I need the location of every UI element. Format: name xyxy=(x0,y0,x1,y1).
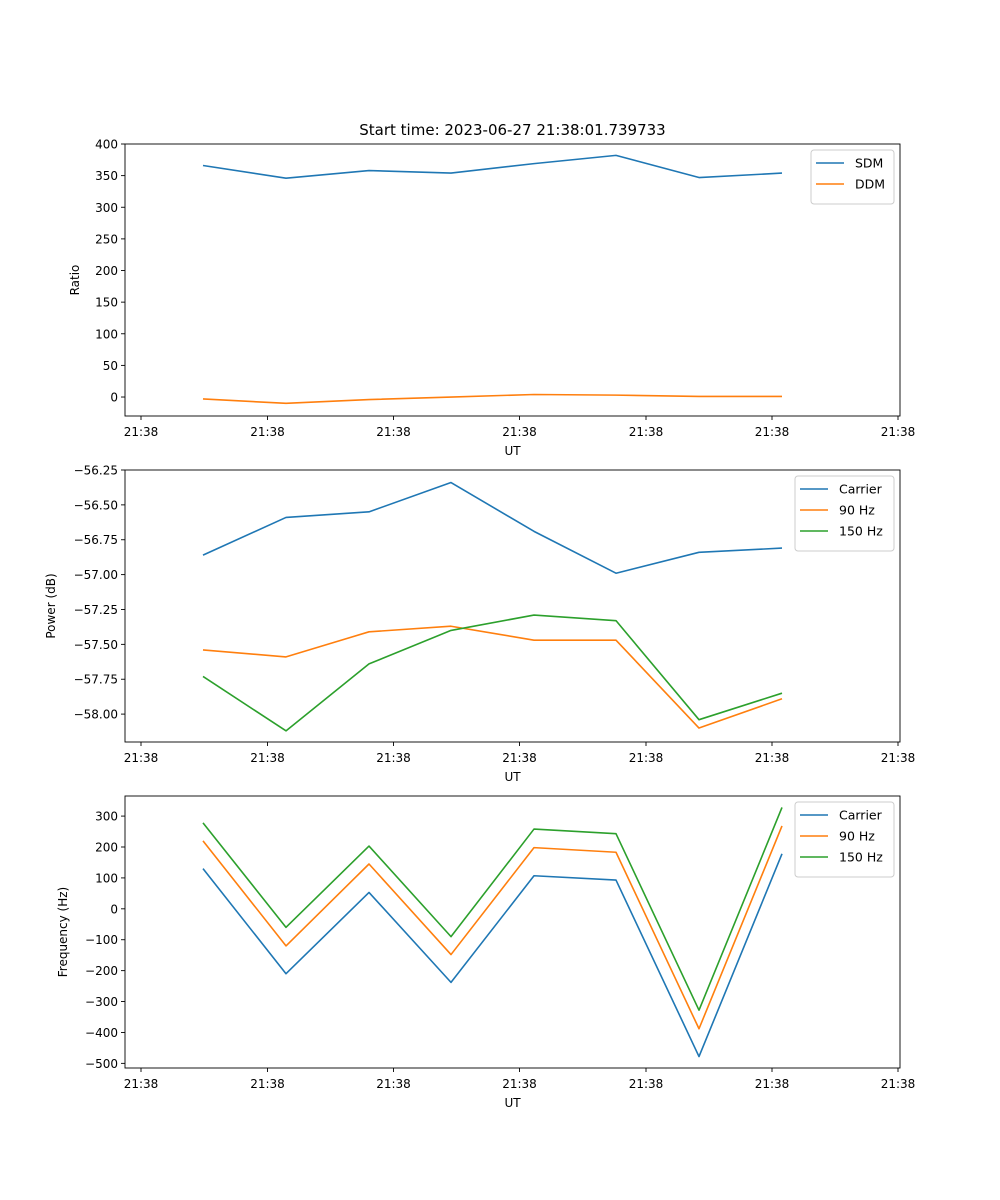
x-tick-label: 21:38 xyxy=(376,1077,411,1091)
y-tick-label: 0 xyxy=(110,391,118,405)
y-tick-label: −400 xyxy=(85,1026,118,1040)
axes-frame xyxy=(124,795,901,1069)
y-tick-label: −56.25 xyxy=(74,464,118,478)
series-line-carrier xyxy=(202,481,783,575)
x-tick-label: 21:38 xyxy=(376,751,411,765)
y-tick-label: −57.00 xyxy=(74,568,118,582)
y-tick-label: −300 xyxy=(85,995,118,1009)
legend-label: Carrier xyxy=(839,482,883,497)
x-tick-label: 21:38 xyxy=(124,425,159,439)
series-line-90-hz xyxy=(202,625,783,729)
series-line-sdm xyxy=(202,154,783,179)
y-tick-label: −56.75 xyxy=(74,533,118,547)
legend-box xyxy=(794,475,895,552)
series-line-150-hz xyxy=(202,614,783,732)
x-tick-label: 21:38 xyxy=(376,425,411,439)
y-axis-label: Frequency (Hz) xyxy=(56,887,70,978)
ratio-panel: 21:38 21:38 21:38 21:38 21:38 21:38 21:38 0 50 10… xyxy=(68,138,915,459)
x-tick-label: 21:38 xyxy=(250,1077,285,1091)
legend-label: 150 Hz xyxy=(839,850,883,865)
x-tick-label: 21:38 xyxy=(755,751,790,765)
series-line-150-hz xyxy=(202,807,783,1012)
y-tick-label: −57.25 xyxy=(74,603,118,617)
x-tick-label: 21:38 xyxy=(502,425,537,439)
y-tick-label: 100 xyxy=(95,871,118,885)
x-axis-label: UT xyxy=(504,444,521,458)
axes-frame xyxy=(124,143,901,417)
legend-label: DDM xyxy=(855,177,885,192)
y-tick-label: 100 xyxy=(95,327,118,341)
y-tick-label: −200 xyxy=(85,964,118,978)
x-tick-label: 21:38 xyxy=(881,425,916,439)
series-line-ddm xyxy=(202,393,782,405)
x-tick-label: 21:38 xyxy=(124,1077,159,1091)
y-tick-label: −500 xyxy=(85,1057,118,1071)
y-tick-label: −100 xyxy=(85,933,118,947)
x-tick-label: 21:38 xyxy=(755,1077,790,1091)
series-line-carrier xyxy=(202,853,783,1058)
y-axis-label: Power (dB) xyxy=(44,573,58,638)
y-tick-label: −57.75 xyxy=(74,673,118,687)
x-tick-label: 21:38 xyxy=(755,425,790,439)
legend-label: 90 Hz xyxy=(839,503,875,518)
legend-label: 150 Hz xyxy=(839,524,883,539)
y-tick-label: 250 xyxy=(95,232,118,246)
x-tick-label: 21:38 xyxy=(881,1077,916,1091)
x-tick-label: 21:38 xyxy=(881,751,916,765)
y-tick-label: 50 xyxy=(103,359,118,373)
y-tick-label: 0 xyxy=(110,902,118,916)
legend-box xyxy=(794,801,895,878)
y-tick-label: 350 xyxy=(95,169,118,183)
legend-label: SDM xyxy=(855,156,883,171)
x-tick-label: 21:38 xyxy=(629,425,664,439)
x-tick-label: 21:38 xyxy=(629,751,664,765)
axes-frame xyxy=(124,469,901,743)
x-axis-label: UT xyxy=(504,1096,521,1110)
y-tick-label: 400 xyxy=(95,138,118,152)
x-tick-label: 21:38 xyxy=(502,1077,537,1091)
y-tick-label: 300 xyxy=(95,810,118,824)
figure-title: Start time: 2023-06-27 21:38:01.739733 xyxy=(359,121,665,139)
legend: Carrier 90 Hz 150 Hz xyxy=(794,801,895,878)
y-tick-label: −58.00 xyxy=(74,708,118,722)
legend: SDM DDM xyxy=(810,149,895,205)
y-tick-label: −56.50 xyxy=(74,498,118,512)
y-tick-label: 300 xyxy=(95,201,118,215)
y-tick-label: 200 xyxy=(95,841,118,855)
y-tick-label: 150 xyxy=(95,296,118,310)
x-axis-label: UT xyxy=(504,770,521,784)
power-panel: 21:38 21:38 21:38 21:38 21:38 21:38 21:38 −58.0… xyxy=(44,464,915,785)
y-axis-label: Ratio xyxy=(68,265,82,296)
series-line-90-hz xyxy=(202,825,783,1030)
legend-label: Carrier xyxy=(839,808,883,823)
y-tick-label: 200 xyxy=(95,264,118,278)
y-tick-label: −57.50 xyxy=(74,638,118,652)
legend: Carrier 90 Hz 150 Hz xyxy=(794,475,895,552)
frequency-panel: 21:38 21:38 21:38 21:38 21:38 21:38 21:38 −500 −… xyxy=(56,795,916,1110)
x-tick-label: 21:38 xyxy=(124,751,159,765)
x-tick-label: 21:38 xyxy=(250,751,285,765)
legend-label: 90 Hz xyxy=(839,829,875,844)
x-tick-label: 21:38 xyxy=(629,1077,664,1091)
x-tick-label: 21:38 xyxy=(250,425,285,439)
x-tick-label: 21:38 xyxy=(502,751,537,765)
